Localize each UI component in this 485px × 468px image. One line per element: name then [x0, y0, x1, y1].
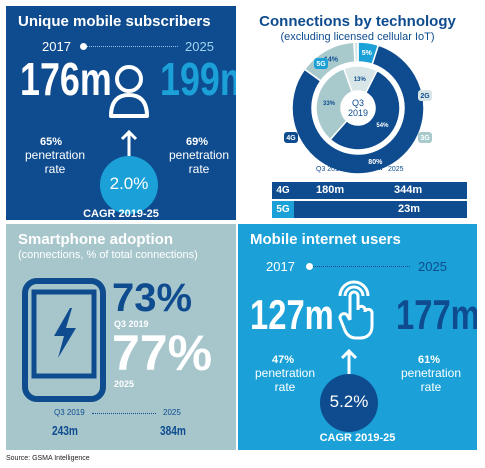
internet-timeline-dot — [306, 263, 313, 270]
legend-tag-3g-bg — [418, 132, 432, 143]
inner-q3-slice-3g — [315, 67, 354, 141]
internet-cagr-circle — [320, 374, 378, 432]
inner-q3-label-4g: 54% — [376, 123, 389, 129]
legend-tag-5g: 5G — [316, 61, 326, 68]
subscribers-pen-start-label: penetration rate — [24, 148, 86, 176]
subscribers-pen-end: 69% — [186, 136, 209, 148]
subscribers-pen-end-label: penetration rate — [168, 148, 230, 176]
donut-center-inner-year: 2019 — [348, 108, 368, 118]
internet-pen-end: 61% — [418, 354, 441, 366]
smartphone-pct-q3: 73% — [112, 276, 193, 320]
inner-q3-slice-4g — [329, 69, 401, 151]
tap-hand-icon — [338, 280, 374, 340]
table-row-5g: 5G 23m — [272, 201, 467, 218]
smartphone-col-2025: 2025 — [163, 408, 181, 417]
subscribers-pen-start: 65% — [40, 136, 63, 148]
smartphone-dots — [92, 413, 156, 414]
internet-value-end: 177m — [396, 291, 477, 338]
inner-q3-slice-2g — [342, 65, 379, 94]
table-col-q3: Q3 2019 — [316, 166, 343, 173]
outer-2025-label-4g: 80% — [368, 159, 383, 166]
legend-tag-3g: 3G — [420, 135, 430, 142]
table-dots — [356, 169, 382, 170]
internet-cagr: 5.2% — [329, 392, 369, 411]
outer-2025-slice-4g — [291, 44, 425, 174]
person-icon — [109, 65, 149, 118]
timeline-dot — [80, 43, 87, 50]
inner-q3-label-3g: 33% — [323, 101, 336, 107]
smartphone-label-2025: 2025 — [114, 379, 135, 389]
connections-panel: Connections by technology (excluding lic… — [238, 6, 477, 220]
internet-year-end: 2025 — [418, 259, 447, 274]
table-row-4g: 4G 180m 344m — [272, 182, 467, 199]
inner-q3-label-2g: 13% — [354, 77, 367, 83]
subscribers-year-start: 2017 — [42, 39, 71, 54]
smartphone-title: Smartphone adoption — [18, 231, 173, 248]
subscribers-cagr-label: CAGR 2019-25 — [83, 208, 159, 220]
internet-pen-start: 47% — [272, 354, 295, 366]
internet-cagr-label: CAGR 2019-25 — [319, 432, 396, 444]
legend-tag-4g-bg — [284, 132, 298, 143]
timeline-dots — [84, 46, 178, 47]
internet-timeline-dots — [310, 266, 410, 267]
internet-value-start: 127m — [250, 291, 334, 338]
subscribers-panel: Unique mobile subscribers 2017 2025 176m… — [6, 6, 236, 220]
internet-panel: Mobile internet users 2017 2025 127m 177… — [238, 224, 477, 450]
legend-tag-5g-bg — [314, 58, 328, 69]
table-col-2025: 2025 — [388, 166, 404, 173]
internet-title: Mobile internet users — [250, 231, 401, 248]
donut-center-inner-quarter: Q3 — [352, 98, 364, 108]
smartphone-icon — [22, 278, 106, 402]
legend-tag-2g-bg — [418, 90, 432, 101]
internet-up-arrow-icon — [340, 348, 358, 375]
subscribers-year-end: 2025 — [185, 39, 214, 54]
smartphone-pct-2025: 77% — [112, 325, 213, 381]
smartphone-val-2025: 384m — [160, 423, 186, 438]
internet-pen-start-label: penetration rate — [254, 366, 316, 394]
up-arrow-icon — [120, 129, 138, 156]
outer-2025-label-3g: 14% — [324, 56, 339, 63]
donut-center — [342, 92, 374, 124]
internet-year-start: 2017 — [266, 259, 295, 274]
subscribers-cagr: 2.0% — [109, 174, 149, 193]
connections-title: Connections by technology — [259, 13, 456, 30]
smartphone-panel: Smartphone adoption (connections, % of t… — [6, 224, 236, 450]
outer-2025-label-5g: 5% — [362, 50, 373, 57]
smartphone-subtitle: (connections, % of total connections) — [18, 249, 198, 261]
smartphone-label-q3: Q3 2019 — [114, 319, 149, 329]
subscribers-title: Unique mobile subscribers — [18, 13, 211, 30]
subscribers-value-end: 199m — [160, 53, 236, 105]
legend-tag-4g: 4G — [286, 135, 296, 142]
outer-2025-slice-2g — [353, 41, 359, 63]
cagr-circle — [100, 156, 158, 214]
source-note: Source: GSMA Intelligence — [6, 455, 90, 462]
connections-subtitle: (excluding licensed cellular IoT) — [280, 31, 435, 43]
smartphone-val-q3: 243m — [52, 423, 78, 438]
legend-tag-2g: 2G — [420, 93, 430, 100]
internet-pen-end-label: penetration rate — [400, 366, 462, 394]
smartphone-col-q3: Q3 2019 — [54, 408, 85, 417]
subscribers-value-start: 176m — [20, 53, 112, 105]
